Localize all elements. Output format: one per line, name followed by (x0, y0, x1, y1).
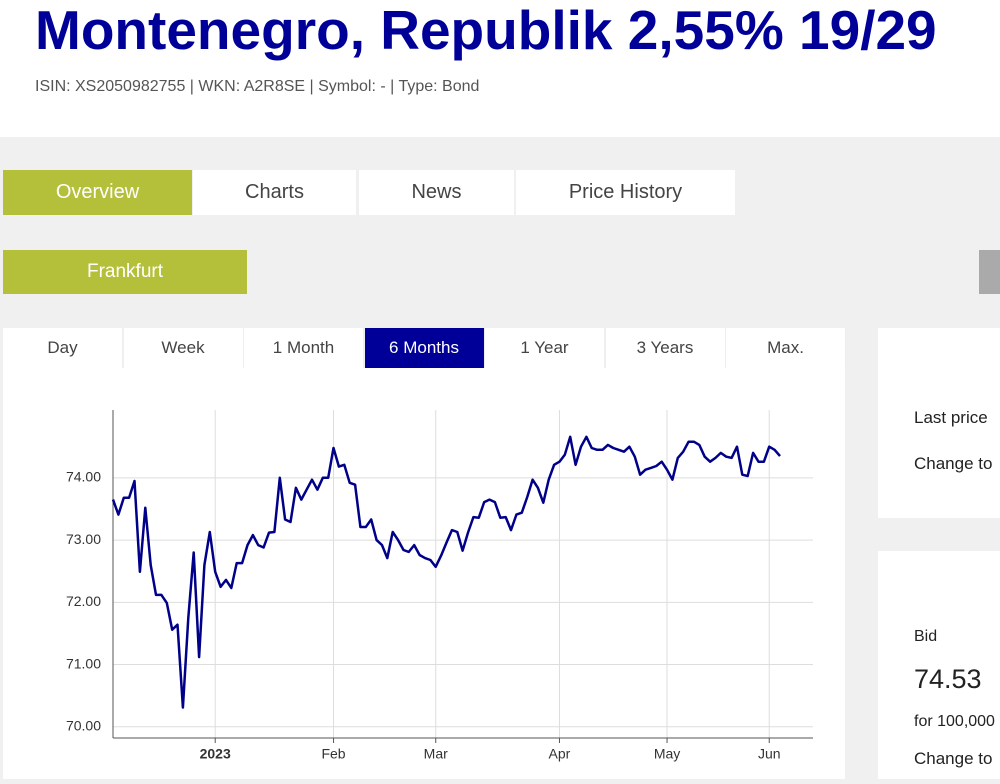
bid-value: 74.53 (914, 664, 982, 694)
period-button[interactable]: Max. (726, 328, 846, 368)
period-button[interactable]: Day (3, 328, 123, 368)
period-button[interactable]: 1 Year (485, 328, 605, 368)
bid-unit: for 100,000 (914, 713, 995, 730)
period-button[interactable]: 3 Years (605, 328, 726, 368)
change-label: Change to (914, 749, 993, 768)
change-label: Change to (914, 454, 993, 473)
x-tick-label: Feb (321, 746, 345, 762)
period-button[interactable]: 6 Months (364, 328, 485, 368)
y-tick-label: 74.00 (66, 469, 101, 485)
y-tick-label: 73.00 (66, 531, 101, 547)
x-tick-label: Mar (424, 746, 448, 762)
tab[interactable]: News (359, 170, 514, 215)
x-tick-label: 2023 (200, 746, 231, 762)
last-price-label: Last price (914, 408, 988, 427)
x-tick-label: May (654, 746, 680, 762)
bid-panel: Bid 74.53 for 100,000 Change to (878, 551, 1000, 779)
quote-panel: Last price Change to (878, 328, 1000, 518)
tab[interactable]: Overview (3, 170, 192, 215)
side-button[interactable] (979, 250, 1000, 294)
tab[interactable]: Price History (516, 170, 735, 215)
x-tick-label: Apr (549, 746, 571, 762)
y-tick-label: 72.00 (66, 593, 101, 609)
bid-label: Bid (914, 628, 938, 645)
price-line (111, 435, 781, 709)
period-button[interactable]: Week (123, 328, 244, 368)
chart-area: 70.00 71.00 72.00 73.00 74.00 2023 Feb Mar Apr Ma… (3, 368, 845, 779)
title: Montenegro, Republik 2,55% 19/29 (35, 0, 937, 61)
header: Montenegro, Republik 2,55% 19/29 ISIN: X… (0, 0, 1000, 137)
tab[interactable]: Charts (193, 170, 356, 215)
x-tick-label: Jun (758, 746, 781, 762)
meta: ISIN: XS2050982755 | WKN: A2R8SE | Symbo… (35, 78, 480, 95)
exchange-button[interactable]: Frankfurt (3, 250, 247, 294)
y-tick-label: 70.00 (66, 718, 101, 734)
y-tick-label: 71.00 (66, 655, 101, 671)
period-button[interactable]: 1 Month (244, 328, 364, 368)
chart: 70.00 71.00 72.00 73.00 74.00 2023 Feb Mar Apr Ma… (66, 410, 813, 762)
